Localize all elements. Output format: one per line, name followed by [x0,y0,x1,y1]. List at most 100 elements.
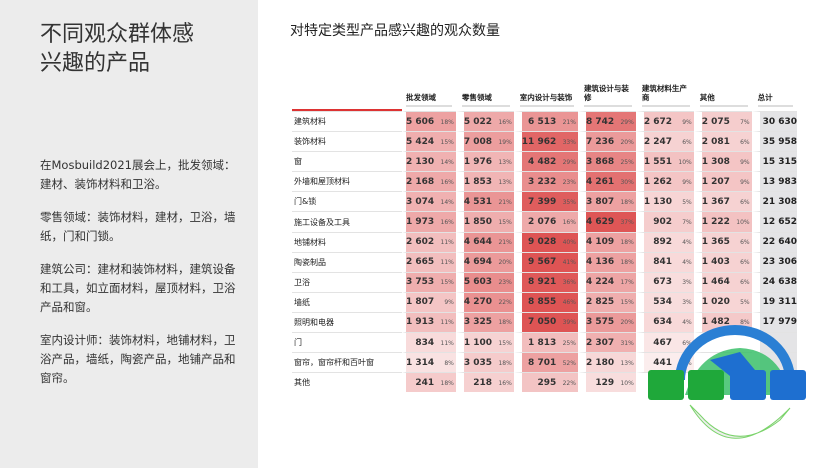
column-header: 零售领域 [456,84,514,111]
data-cell: 673 3% [635,271,694,292]
data-cell: 1 853 13% [455,171,514,192]
table-row: 建筑材料 5 606 18% 5 022 16% 6 513 21% 8 742 29%… [292,111,798,132]
data-cell: 5 022 16% [455,111,514,132]
data-cell: 3 074 14% [402,191,456,212]
row-label: 门 [292,332,402,352]
data-cell: 4 531 21% [455,191,514,212]
table-row: 外墙和屋顶材料 2 168 16% 1 853 13% 3 232 23% 4 261 … [292,171,798,192]
data-cell: 1 020 5% [693,291,752,312]
column-header: 其他 [694,84,752,111]
logo-lettering-shape [648,370,806,400]
table-title: 对特定类型产品感兴趣的观众数量 [290,23,500,39]
data-cell: 4 644 21% [455,231,514,252]
label-header [292,84,402,111]
data-cell: 4 629 37% [577,211,636,232]
data-cell: 3 575 20% [577,311,636,333]
data-cell: 1 913 11% [402,311,456,333]
data-cell: 9 567 41% [513,251,578,272]
row-label: 照明和电器 [292,311,402,332]
data-cell: 634 4% [635,311,694,333]
column-header: 总计 [752,84,797,111]
row-label: 门&锁 [292,191,402,211]
data-cell: 129 10% [577,372,636,393]
data-cell: 4 270 22% [455,291,514,312]
data-cell: 1 976 13% [455,151,514,172]
data-cell: 7 236 20% [577,131,636,152]
data-cell: 218 16% [455,372,514,393]
total-cell: 21 308 [751,191,798,212]
data-cell: 295 22% [513,372,578,393]
data-cell: 1 464 6% [693,271,752,292]
data-cell: 1 551 10% [635,151,694,172]
data-cell: 1 403 6% [693,251,752,272]
paragraph-retail: 零售领域：装饰材料，建材，卫浴，墙纸，门和门锁。 [40,210,236,243]
data-cell: 1 367 6% [693,191,752,212]
total-cell: 22 640 [751,231,798,252]
data-cell: 1 973 16% [402,211,456,232]
data-cell: 3 753 15% [402,271,456,292]
row-label: 地铺材料 [292,231,402,252]
paragraphs: 在Mosbuild2021展会上，批发领域：建材、装饰材料和卫浴。 零售领域：装… [40,156,245,388]
total-cell: 17 979 [751,311,798,333]
data-cell: 3 325 18% [455,311,514,333]
data-cell: 1 314 8% [402,352,456,373]
data-cell: 241 18% [402,372,456,393]
column-header: 建筑设计与装修 [578,84,636,111]
data-cell: 8 701 52% [513,352,578,373]
data-cell: 5 603 23% [455,271,514,292]
data-cell: 9 028 40% [513,231,578,252]
total-cell: 19 311 [751,291,798,312]
data-cell: 8 742 29% [577,111,636,132]
paragraph-designers: 室内设计师：装饰材料，地铺材料，卫浴产品，墙纸，陶瓷产品，地铺产品和窗帘。 [40,333,236,385]
data-cell: 3 232 23% [513,171,578,192]
data-cell: 7 008 19% [455,131,514,152]
data-cell: 4 261 30% [577,171,636,192]
data-cell: 4 694 20% [455,251,514,272]
data-cell: 8 921 36% [513,271,578,292]
table-row: 施工设备及工具 1 973 16% 1 850 15% 2 076 16% 4 629 … [292,211,798,232]
row-label: 卫浴 [292,271,402,292]
total-cell: 12 652 [751,211,798,232]
row-label: 外墙和屋顶材料 [292,171,402,191]
total-cell: 35 958 [751,131,798,152]
column-header: 批发领域 [402,84,456,111]
data-cell: 2 180 13% [577,352,636,373]
total-cell: 24 638 [751,271,798,292]
data-cell: 2 168 16% [402,171,456,192]
data-cell: 902 7% [635,211,694,232]
data-cell: 2 247 6% [635,131,694,152]
data-cell: 2 602 11% [402,231,456,252]
total-cell: 13 983 [751,171,798,192]
data-cell: 2 076 16% [513,211,578,232]
row-label: 其他 [292,372,402,392]
data-cell: 4 224 17% [577,271,636,292]
panel-title: 不同观众群体感兴趣的产品 [40,22,195,76]
data-cell: 3 035 18% [455,352,514,373]
data-cell: 3 868 25% [577,151,636,172]
data-cell: 1 813 25% [513,332,578,353]
data-cell: 4 482 29% [513,151,578,172]
data-cell: 5 606 18% [402,111,456,132]
column-header: 室内设计与装饰 [514,84,578,111]
data-cell: 3 807 18% [577,191,636,212]
row-label: 建筑材料 [292,111,402,131]
data-cell: 841 4% [635,251,694,272]
total-cell: 15 315 [751,151,798,172]
total-cell: 23 306 [751,251,798,272]
data-cell: 1 262 9% [635,171,694,192]
data-cell: 2 825 15% [577,291,636,312]
row-label: 装饰材料 [292,131,402,151]
row-label: 陶瓷制品 [292,251,402,272]
row-label: 施工设备及工具 [292,211,402,231]
data-cell: 1 365 6% [693,231,752,252]
data-cell: 2 307 31% [577,332,636,353]
row-label: 窗 [292,151,402,171]
row-label: 墙纸 [292,291,402,312]
table-row: 门&锁 3 074 14% 4 531 21% 7 399 35% 3 807 18% 1… [292,191,798,212]
data-cell: 2 665 11% [402,251,456,272]
data-cell: 8 855 46% [513,291,578,312]
watermark-logo [648,325,806,439]
data-cell: 4 136 18% [577,251,636,272]
data-cell: 1 807 9% [402,291,456,312]
